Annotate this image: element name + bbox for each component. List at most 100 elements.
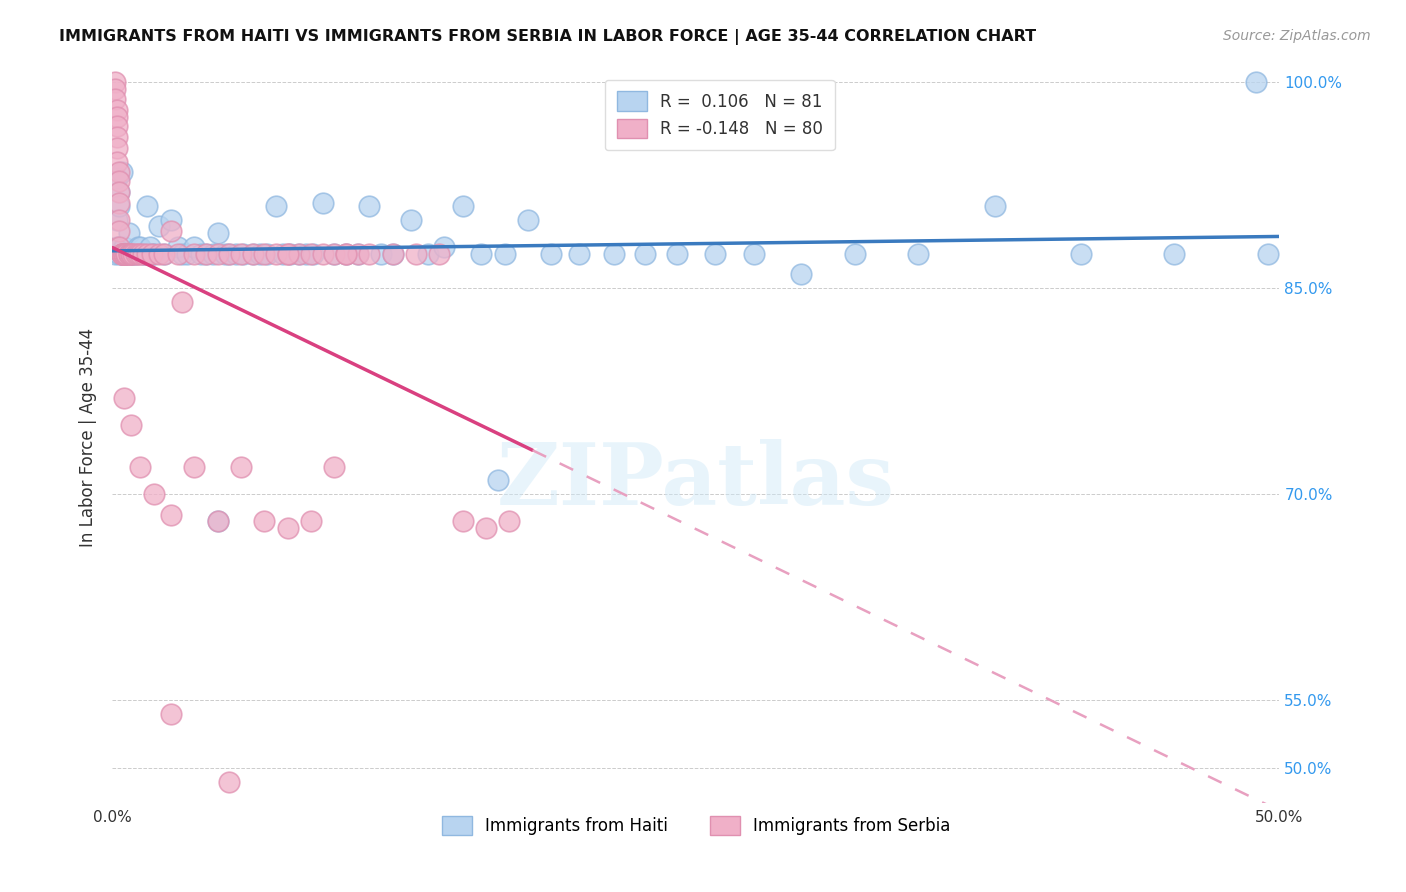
Point xyxy=(172,294,194,309)
Point xyxy=(276,247,298,261)
Point xyxy=(264,199,287,213)
Point xyxy=(108,212,131,227)
Point xyxy=(112,247,135,261)
Point xyxy=(160,212,183,227)
Point xyxy=(115,247,138,261)
Point xyxy=(207,515,229,529)
Point xyxy=(232,247,254,261)
Point xyxy=(148,247,170,261)
Point xyxy=(405,247,427,261)
Point xyxy=(218,247,240,261)
Point xyxy=(129,247,152,261)
Point xyxy=(264,247,287,261)
Point xyxy=(229,247,252,261)
Point xyxy=(127,240,149,254)
Point xyxy=(256,247,278,261)
Point xyxy=(1244,75,1267,89)
Point xyxy=(112,240,135,254)
Point xyxy=(112,247,135,261)
Point xyxy=(136,199,159,213)
Point xyxy=(105,212,128,227)
Point xyxy=(108,240,131,254)
Point xyxy=(311,196,333,211)
Point xyxy=(112,247,135,261)
Point xyxy=(229,459,252,474)
Point xyxy=(105,240,128,254)
Point xyxy=(108,240,131,254)
Point xyxy=(122,247,145,261)
Point xyxy=(276,521,298,535)
Point xyxy=(278,247,301,261)
Point xyxy=(118,247,141,261)
Point xyxy=(108,185,131,199)
Point xyxy=(451,515,474,529)
Legend: Immigrants from Haiti, Immigrants from Serbia: Immigrants from Haiti, Immigrants from S… xyxy=(434,809,957,842)
Point xyxy=(249,247,271,261)
Point xyxy=(125,247,148,261)
Point xyxy=(172,247,194,261)
Point xyxy=(1257,247,1279,261)
Point xyxy=(120,247,142,261)
Point xyxy=(1163,247,1185,261)
Point xyxy=(129,240,152,254)
Point xyxy=(346,247,368,261)
Point xyxy=(242,247,264,261)
Point xyxy=(190,247,212,261)
Point xyxy=(122,247,145,261)
Point xyxy=(160,508,183,522)
Point xyxy=(108,199,131,213)
Point xyxy=(183,459,205,474)
Point xyxy=(104,247,127,261)
Point xyxy=(288,247,311,261)
Point xyxy=(160,223,183,237)
Point xyxy=(105,141,128,155)
Point xyxy=(111,247,134,261)
Point xyxy=(112,391,135,405)
Point xyxy=(105,171,128,186)
Point xyxy=(299,515,322,529)
Y-axis label: In Labor Force | Age 35-44: In Labor Force | Age 35-44 xyxy=(79,327,97,547)
Point xyxy=(214,247,236,261)
Point xyxy=(790,268,813,282)
Point xyxy=(194,247,217,261)
Point xyxy=(370,247,392,261)
Point xyxy=(111,247,134,261)
Point xyxy=(104,75,127,89)
Point xyxy=(139,240,162,254)
Point xyxy=(498,515,520,529)
Point xyxy=(568,247,591,261)
Point xyxy=(844,247,866,261)
Point xyxy=(381,247,404,261)
Point xyxy=(141,247,163,261)
Point xyxy=(253,247,276,261)
Point xyxy=(111,164,134,178)
Point xyxy=(120,247,142,261)
Point xyxy=(744,247,766,261)
Point xyxy=(148,219,170,234)
Point xyxy=(108,247,131,261)
Point xyxy=(166,240,188,254)
Point xyxy=(108,185,131,199)
Point xyxy=(183,240,205,254)
Point xyxy=(111,247,134,261)
Point xyxy=(132,247,155,261)
Point xyxy=(207,515,229,529)
Point xyxy=(201,247,224,261)
Point xyxy=(141,247,163,261)
Point xyxy=(416,247,439,261)
Point xyxy=(120,247,142,261)
Point xyxy=(540,247,562,261)
Point xyxy=(703,247,725,261)
Point xyxy=(323,459,346,474)
Point xyxy=(153,247,176,261)
Point xyxy=(475,521,498,535)
Point xyxy=(118,247,141,261)
Point xyxy=(271,247,294,261)
Point xyxy=(486,473,509,487)
Point xyxy=(104,92,127,106)
Point xyxy=(153,247,176,261)
Point xyxy=(111,247,134,261)
Point xyxy=(359,247,381,261)
Point xyxy=(335,247,357,261)
Point xyxy=(1070,247,1092,261)
